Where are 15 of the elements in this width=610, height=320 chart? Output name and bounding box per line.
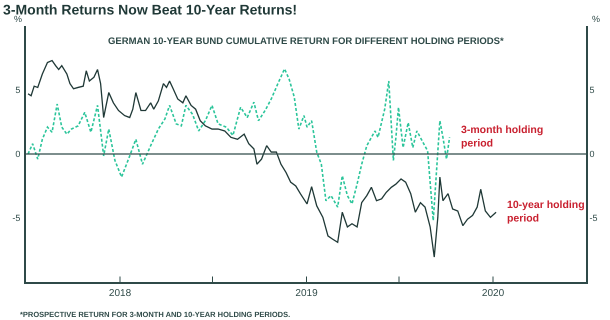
x-tick-label: 2019: [295, 288, 318, 299]
y-tick-label: 5: [15, 85, 20, 96]
y-tick-label: -5: [12, 213, 20, 224]
y2-axis-title: %: [592, 14, 600, 24]
x-tick-label: 2020: [482, 288, 505, 299]
y2-tick-label: 0: [590, 149, 595, 160]
x-tick-label: 2018: [108, 288, 132, 299]
series-label: 3-month holding period: [461, 124, 544, 150]
y2-tick-label: -5: [590, 213, 598, 224]
y-axis-title: %: [14, 14, 22, 24]
text: GERMAN 10-YEAR BUND CUMULATIVE RETURN FOR DIFFERENT HOLDING PERIODS*: [108, 36, 504, 47]
series-label: 10-year holding period: [507, 199, 585, 225]
y2-tick-label: 5: [590, 85, 595, 96]
line-series: [27, 68, 450, 222]
y-tick-label: 0: [15, 149, 20, 160]
